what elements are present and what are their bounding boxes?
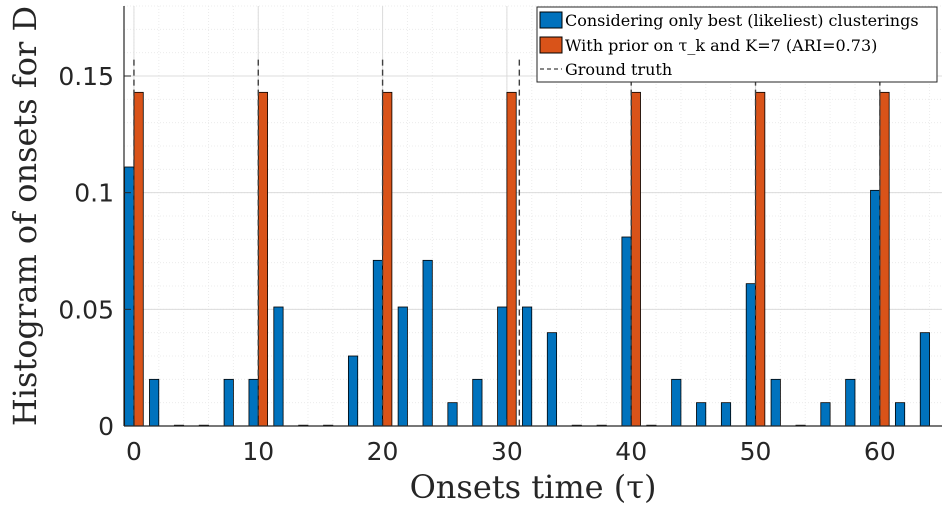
x-tick-label: 50 xyxy=(740,437,772,466)
bar-best-clusterings xyxy=(870,189,881,426)
bar-best-clusterings xyxy=(124,166,135,426)
legend-entry-series-1: Considering only best (likeliest) cluste… xyxy=(565,11,919,30)
bar-best-clusterings xyxy=(919,332,930,426)
tick-labels: 0 10 20 30 40 50 60 0 0.05 0.1 0.15 xyxy=(58,62,895,466)
bar-best-clusterings xyxy=(621,236,632,426)
x-tick-label: 0 xyxy=(126,437,142,466)
legend-box xyxy=(536,6,938,83)
bar-best-clusterings xyxy=(472,378,483,426)
bar-prior-tau xyxy=(630,91,641,426)
bar-best-clusterings xyxy=(770,378,781,426)
bar-prior-tau xyxy=(755,91,766,426)
x-tick-label: 30 xyxy=(491,437,523,466)
legend: Considering only best (likeliest) cluste… xyxy=(536,6,938,83)
bar-best-clusterings xyxy=(372,259,383,426)
x-axis-label: Onsets time (τ) xyxy=(410,468,657,506)
bar-prior-tau xyxy=(133,91,144,426)
bar-best-clusterings xyxy=(149,378,160,426)
bar-best-clusterings xyxy=(248,378,259,426)
bar-prior-tau xyxy=(879,91,890,426)
bar-prior-tau xyxy=(257,91,268,426)
x-tick-label: 20 xyxy=(367,437,399,466)
bar-best-clusterings xyxy=(546,332,558,426)
bar-best-clusterings xyxy=(671,378,682,426)
bar-best-clusterings xyxy=(696,402,707,426)
bar-best-clusterings xyxy=(447,402,458,426)
bar-best-clusterings xyxy=(397,306,408,426)
y-axis-label: Histogram of onsets for D xyxy=(6,6,44,426)
bar-best-clusterings xyxy=(497,306,508,426)
bar-best-clusterings xyxy=(894,402,906,426)
bar-best-clusterings xyxy=(347,355,359,426)
y-tick-label: 0 xyxy=(98,412,114,441)
bar-best-clusterings xyxy=(422,259,433,426)
y-tick-label: 0.1 xyxy=(74,179,114,208)
legend-swatch-series-2 xyxy=(539,36,563,54)
legend-entry-series-2: With prior on τ_k and K=7 (ARI=0.73) xyxy=(565,36,877,55)
bars xyxy=(124,59,930,426)
bar-best-clusterings xyxy=(720,402,732,426)
x-tick-label: 10 xyxy=(242,437,274,466)
bar-best-clusterings xyxy=(845,378,856,426)
bar-best-clusterings xyxy=(223,378,234,426)
legend-swatch-series-1 xyxy=(539,11,563,29)
bar-best-clusterings xyxy=(273,306,284,426)
bar-best-clusterings xyxy=(522,306,533,426)
x-tick-label: 60 xyxy=(864,437,896,466)
bar-prior-tau xyxy=(382,91,393,426)
x-tick-label: 40 xyxy=(615,437,647,466)
bar-best-clusterings xyxy=(745,283,756,426)
axes xyxy=(123,6,942,427)
y-tick-label: 0.15 xyxy=(58,62,114,91)
bar-prior-tau xyxy=(506,91,517,426)
y-tick-label: 0.05 xyxy=(58,295,114,324)
bar-best-clusterings xyxy=(820,402,831,426)
legend-entry-ground-truth: Ground truth xyxy=(565,60,672,79)
